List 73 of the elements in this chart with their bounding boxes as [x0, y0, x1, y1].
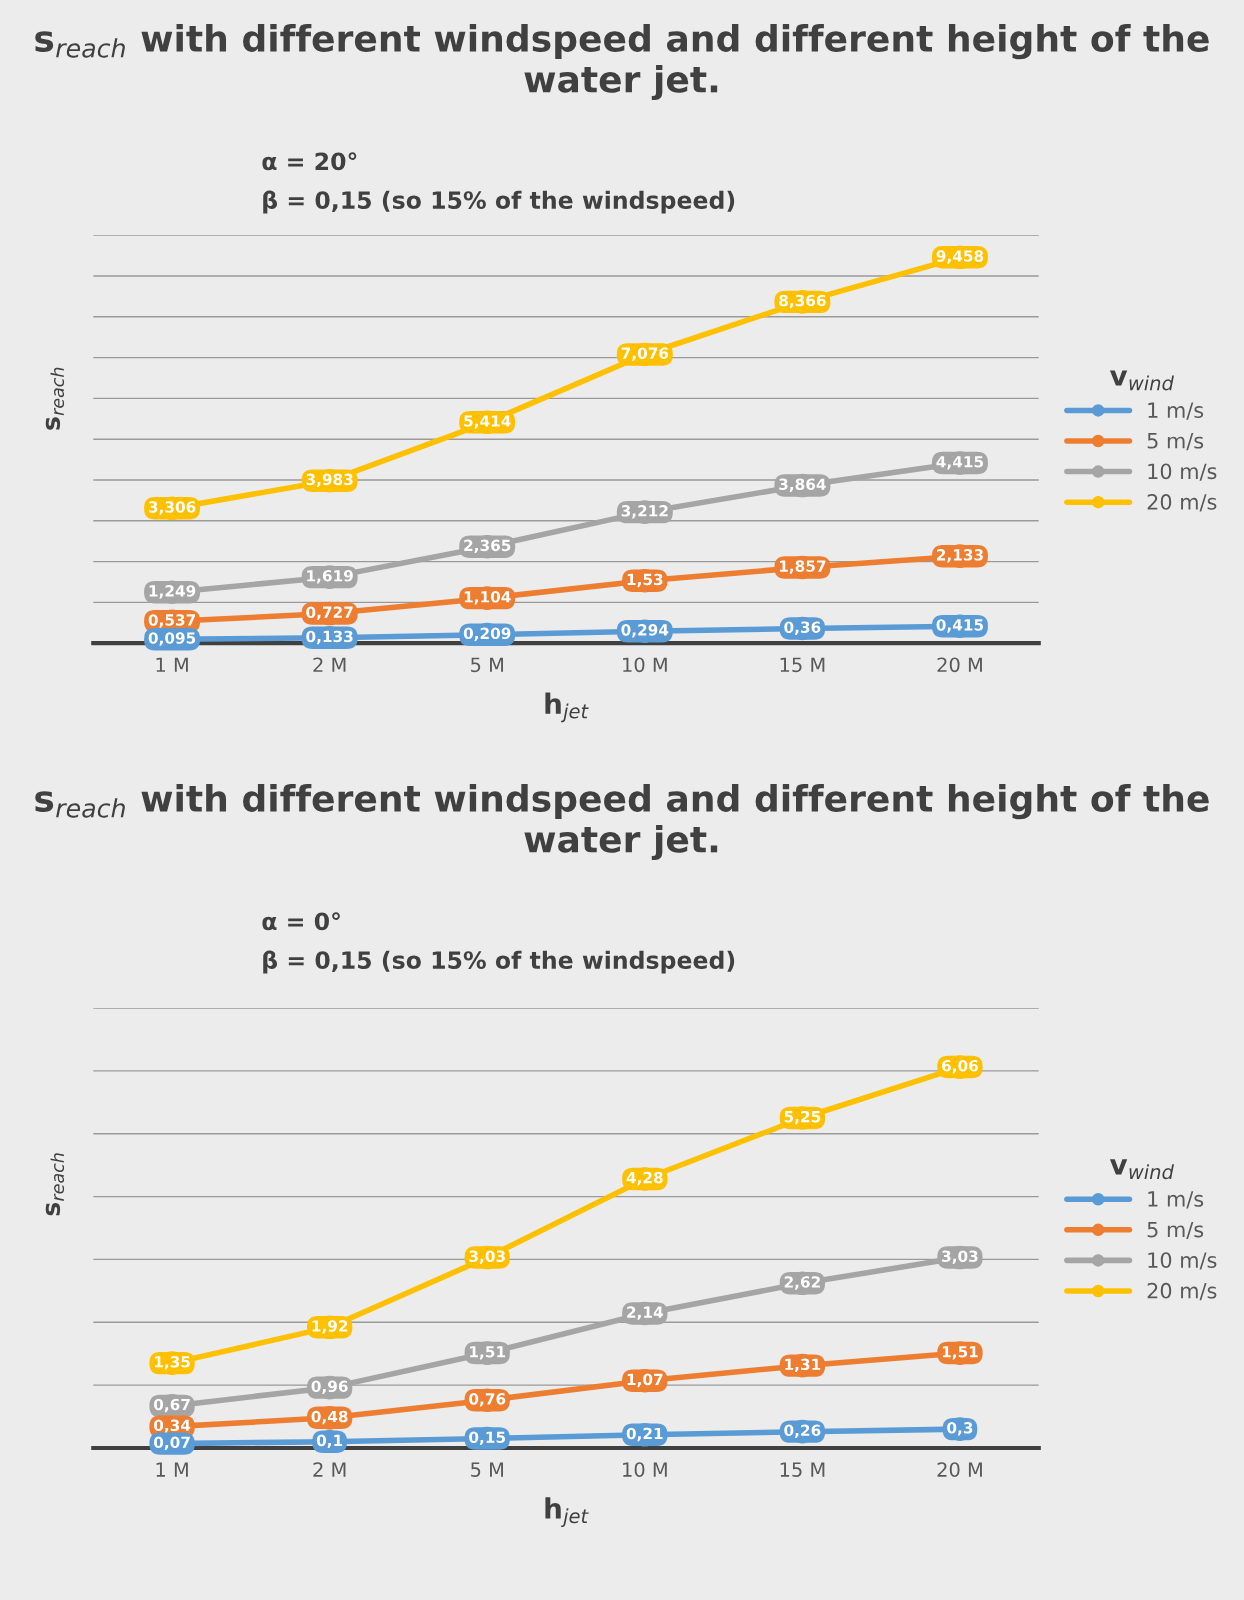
legend-label: 10 m/s — [1148, 1252, 1217, 1270]
data-label: 1,51 — [470, 1346, 506, 1360]
data-label: 6,06 — [942, 1059, 978, 1074]
data-label: 9,458 — [936, 250, 984, 264]
data-label: 0,67 — [153, 1398, 190, 1413]
data-label: 5,414 — [464, 415, 511, 429]
data-label: 0,415 — [936, 619, 984, 633]
legend-title: v$_{wind}$ — [1109, 370, 1174, 391]
legend-label: 1 m/s — [1148, 402, 1204, 420]
legend-label: 10 m/s — [1148, 463, 1217, 481]
data-label: 3,03 — [942, 1250, 978, 1264]
x-tick-label: 2 M — [313, 1462, 346, 1477]
data-label: 8,366 — [779, 294, 826, 309]
data-label: 0,34 — [153, 1419, 191, 1434]
data-label: 0,21 — [626, 1427, 663, 1442]
data-label: 3,306 — [148, 501, 196, 515]
y-axis-title: s$_{reach}$ — [45, 1153, 65, 1216]
data-label: 2,14 — [627, 1306, 663, 1320]
data-label: 5,25 — [784, 1110, 821, 1125]
data-label: 0,209 — [463, 627, 511, 642]
text: β = 0,15 (so 15% of the windspeed) — [263, 190, 735, 214]
data-label: 0,48 — [311, 1410, 348, 1425]
text: α = 0° — [262, 912, 340, 931]
chart-title: s$_{reach}$ with different windspeed and different height of the water jet. — [35, 784, 1209, 861]
legend-label: 20 m/s — [1147, 1282, 1217, 1301]
data-label: 1,92 — [312, 1320, 348, 1334]
x-tick-label: 20 M — [937, 1462, 982, 1477]
data-label: 0,15 — [469, 1431, 506, 1445]
data-label: 7,076 — [621, 347, 669, 361]
data-label: 4,415 — [936, 456, 984, 470]
data-label: 4,28 — [626, 1171, 663, 1186]
data-label: 0,294 — [621, 624, 669, 638]
legend-label: 20 m/s — [1147, 494, 1217, 512]
legend-label: 1 m/s — [1148, 1191, 1204, 1209]
legend-label: 5 m/s — [1147, 1221, 1204, 1240]
x-tick-label: 15 M — [780, 1462, 825, 1477]
y-axis-title: s$_{reach}$ — [45, 367, 65, 430]
data-label: 1,857 — [779, 560, 826, 574]
data-label: 1,104 — [464, 591, 511, 605]
data-label: 1,53 — [627, 573, 663, 588]
data-label: 0,07 — [153, 1436, 190, 1450]
data-label: 1,35 — [154, 1356, 190, 1370]
chart-title: s$_{reach}$ with different windspeed and different height of the water jet. — [35, 24, 1209, 101]
data-label: 0,96 — [311, 1380, 348, 1395]
data-label: 0,133 — [306, 630, 353, 645]
x-tick-label: 1 M — [156, 657, 188, 672]
x-tick-label: 10 M — [623, 1462, 667, 1477]
legend-title: v$_{wind}$ — [1109, 1159, 1174, 1180]
data-label: 1,07 — [627, 1373, 663, 1388]
x-tick-label: 15 M — [780, 657, 825, 673]
data-label: 3,212 — [621, 505, 668, 519]
x-tick-label: 20 M — [937, 657, 982, 673]
data-label: 2,133 — [937, 549, 983, 563]
x-tick-label: 1 M — [156, 1462, 188, 1477]
data-label: 0,76 — [469, 1393, 506, 1407]
data-label: 0,095 — [148, 632, 196, 646]
data-label: 3,983 — [306, 473, 353, 488]
x-axis-title: h$_{jet}$ — [545, 692, 589, 723]
text: β = 0,15 (so 15% of the windspeed) — [263, 950, 735, 974]
data-label: 1,51 — [942, 1346, 978, 1360]
x-axis-title: h$_{jet}$ — [545, 1497, 589, 1528]
data-label: 1,249 — [149, 585, 196, 599]
data-label: 2,62 — [784, 1276, 820, 1290]
x-tick-label: 2 M — [313, 657, 346, 672]
data-label: 1,619 — [307, 570, 353, 584]
x-tick-label: 5 M — [471, 657, 503, 673]
x-tick-label: 10 M — [623, 657, 667, 673]
data-label: 0,537 — [148, 614, 196, 628]
data-label: 3,864 — [779, 478, 826, 492]
text: α = 20° — [262, 152, 357, 171]
data-label: 2,365 — [464, 539, 511, 554]
x-tick-label: 5 M — [471, 1462, 503, 1477]
legend-label: 5 m/s — [1147, 433, 1204, 451]
